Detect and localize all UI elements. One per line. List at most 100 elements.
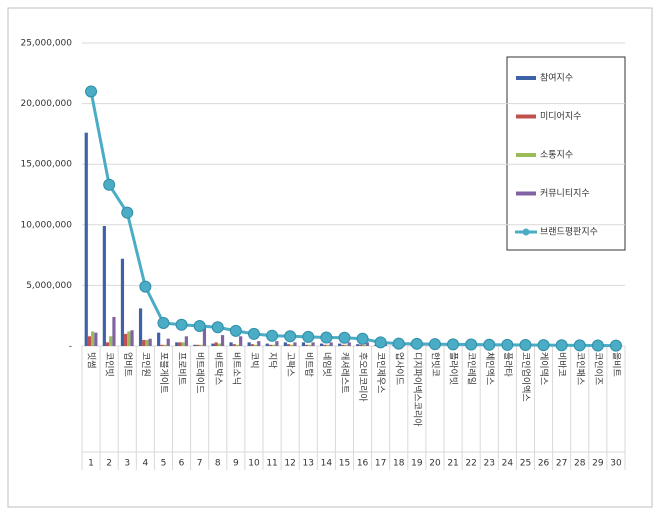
bar — [265, 343, 269, 346]
y-tick-label: - — [69, 342, 72, 352]
bar — [290, 344, 294, 346]
x-tick-label: 코인빗 — [104, 352, 115, 377]
line-marker — [465, 338, 478, 351]
x-tick-label: 비트레이드 — [194, 352, 205, 393]
x-tick-label: 네임빗 — [321, 352, 333, 377]
bar — [181, 342, 185, 346]
line-marker — [356, 332, 369, 345]
bar — [214, 342, 218, 346]
bar — [329, 342, 333, 346]
bar — [148, 338, 152, 346]
bar — [286, 344, 291, 346]
bar — [124, 333, 128, 346]
line-marker — [284, 330, 297, 343]
line-marker — [85, 85, 98, 98]
line-marker — [121, 206, 134, 219]
bar — [160, 344, 164, 346]
line-marker — [410, 337, 423, 350]
line-marker — [338, 331, 351, 344]
bar — [275, 341, 279, 346]
line-marker — [501, 338, 514, 351]
bar — [232, 344, 236, 346]
bar — [235, 344, 240, 346]
rank-label: 19 — [411, 459, 423, 469]
rank-label: 9 — [233, 459, 239, 469]
rank-label: 24 — [502, 459, 514, 469]
line-marker — [573, 339, 586, 352]
legend-label: 참여지수 — [540, 72, 573, 84]
rank-label: 8 — [215, 459, 221, 469]
rank-label: 3 — [124, 459, 130, 469]
bar — [127, 331, 131, 346]
bar — [138, 308, 143, 346]
bar — [305, 344, 309, 346]
x-tick-label: 비트박스 — [212, 352, 223, 385]
x-tick-label: 프로비트 — [176, 352, 187, 385]
x-tick-label: 빗썸 — [86, 352, 97, 369]
bar — [356, 344, 360, 346]
line-marker — [447, 338, 460, 351]
line-marker — [320, 331, 333, 344]
x-tick-label: 지닥 — [267, 352, 278, 369]
rank-label: 13 — [303, 459, 314, 469]
legend-swatch — [516, 76, 536, 80]
bar — [365, 342, 369, 346]
bar — [184, 336, 188, 346]
rank-label: 27 — [556, 459, 567, 469]
rank-label: 25 — [520, 459, 531, 469]
x-tick-label: 업비트 — [122, 352, 133, 377]
rank-label: 23 — [484, 459, 495, 469]
bar — [109, 336, 113, 346]
rank-label: 18 — [393, 459, 405, 469]
legend-label: 소통지수 — [540, 150, 573, 161]
bar — [163, 344, 167, 346]
bar — [308, 344, 312, 346]
legend-swatch — [516, 191, 536, 196]
line-marker — [211, 321, 224, 334]
legend-label: 커뮤니티지수 — [540, 188, 590, 199]
rank-label: 26 — [538, 459, 550, 469]
bar — [283, 342, 287, 346]
bar — [250, 344, 254, 346]
bar — [175, 342, 179, 346]
line-marker — [392, 337, 405, 350]
line-marker — [139, 280, 152, 293]
x-tick-label: 업사이드 — [393, 352, 404, 385]
bar — [142, 339, 146, 346]
x-tick-label: 코빅 — [248, 352, 259, 369]
bar — [253, 344, 258, 346]
rank-label: 21 — [447, 459, 458, 469]
x-tick-label: 포블게이트 — [158, 352, 169, 393]
bar — [362, 344, 366, 346]
y-tick-label: 20,000,000 — [20, 99, 72, 109]
rank-label: 4 — [142, 459, 148, 469]
bar — [311, 342, 315, 346]
x-tick-label: 한빗코 — [429, 352, 440, 377]
rank-label: 30 — [610, 459, 622, 469]
line-marker — [428, 338, 441, 351]
x-tick-label: 코인제우스 — [375, 352, 386, 393]
bar — [257, 341, 261, 346]
bar — [145, 339, 149, 346]
line-marker — [483, 338, 496, 351]
bar — [102, 226, 106, 346]
rank-label: 14 — [321, 459, 333, 469]
bar — [105, 342, 110, 346]
bar — [341, 344, 345, 346]
line-marker — [157, 316, 170, 329]
bar — [130, 330, 134, 346]
bar — [293, 342, 297, 346]
legend-swatch — [516, 153, 536, 157]
bar — [178, 342, 182, 346]
x-tick-label: 올비트 — [610, 352, 621, 377]
line-marker — [555, 339, 568, 352]
legend-label: 미디어지수 — [540, 111, 581, 122]
line-marker — [519, 339, 532, 352]
bar — [112, 316, 116, 346]
legend-swatch — [522, 228, 530, 236]
x-tick-label: 코인패스 — [574, 352, 585, 385]
y-tick-label: 10,000,000 — [20, 220, 72, 230]
bar — [84, 132, 88, 346]
bar — [202, 326, 207, 346]
rank-label: 16 — [357, 459, 369, 469]
